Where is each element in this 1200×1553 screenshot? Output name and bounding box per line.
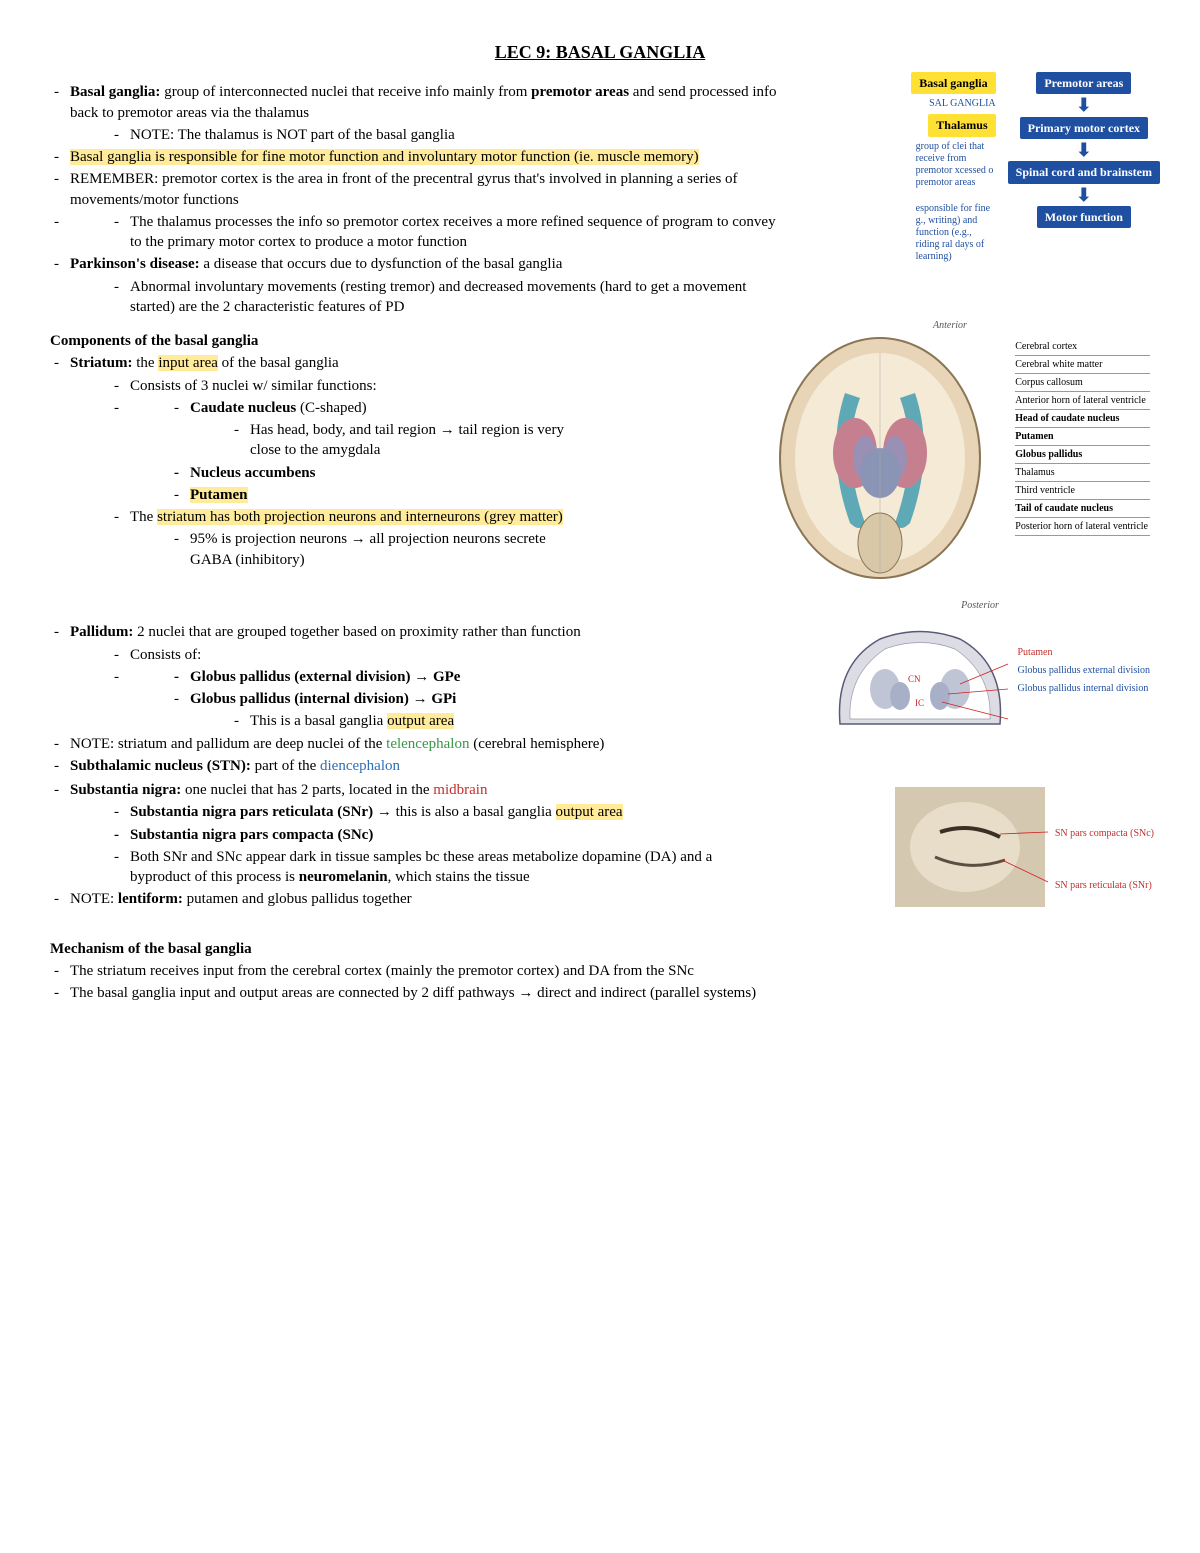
flow-box-pm: Premotor areas: [1036, 72, 1131, 94]
bullet: The thalamus processes the info so premo…: [110, 212, 790, 253]
arrow-down-icon: ⬇: [1076, 188, 1091, 202]
bullet: Consists of 3 nuclei w/ similar function…: [110, 376, 1150, 396]
bullet: REMEMBER: premotor cortex is the area in…: [50, 169, 790, 210]
bullet-wrap: The thalamus processes the info so premo…: [50, 212, 790, 253]
bullet: Substantia nigra pars compacta (SNc): [110, 825, 1150, 845]
flow-box-sc: Spinal cord and brainstem: [1008, 161, 1160, 183]
bullet: Pallidum: 2 nuclei that are grouped toge…: [50, 622, 1150, 731]
bullet-wrap: Caudate nucleus (C-shaped) Has head, bod…: [110, 398, 1150, 505]
bullet: Globus pallidus (internal division) → GP…: [170, 689, 1150, 732]
page-title: LEC 9: BASAL GANGLIA: [50, 40, 1150, 64]
bullet: Putamen: [170, 485, 1150, 505]
bullet: 95% is projection neurons → all projecti…: [170, 529, 590, 570]
side-text: SAL GANGLIA: [929, 98, 996, 110]
bullet: NOTE: lentiform: putamen and globus pall…: [50, 889, 1150, 909]
bullet: Has head, body, and tail region → tail r…: [230, 420, 590, 461]
bullet: Subthalamic nucleus (STN): part of the d…: [50, 756, 1150, 776]
bullet: Abnormal involuntary movements (resting …: [110, 277, 790, 318]
bullet: Parkinson's disease: a disease that occu…: [50, 254, 790, 317]
bullet: Consists of:: [110, 645, 1150, 665]
intro-section: Basal ganglia SAL GANGLIA Thalamus group…: [50, 82, 1150, 317]
arrow-down-icon: ⬇: [1076, 98, 1091, 112]
bullet: Basal ganglia is responsible for fine mo…: [50, 147, 790, 167]
bullet: Caudate nucleus (C-shaped) Has head, bod…: [170, 398, 1150, 461]
bullet-wrap: Globus pallidus (external division) → GP…: [110, 667, 1150, 732]
bullet: The striatum receives input from the cer…: [50, 961, 1150, 981]
bullet: Substantia nigra: one nuclei that has 2 …: [50, 780, 1150, 887]
posterior-label: Posterior: [810, 599, 1150, 613]
arrow-down-icon: ⬇: [1076, 143, 1091, 157]
bullet: This is a basal ganglia output area: [230, 711, 1150, 731]
bullet: NOTE: The thalamus is NOT part of the ba…: [110, 125, 790, 145]
flow-box-thal: Thalamus: [928, 114, 995, 136]
side-text: group of clei that receive from premotor…: [916, 141, 996, 189]
section-heading: Mechanism of the basal ganglia: [50, 939, 1150, 959]
bullet: Globus pallidus (external division) → GP…: [170, 667, 1150, 687]
side-text: esponsible for fine g., writing) and fun…: [916, 203, 996, 263]
anterior-label: Anterior: [750, 319, 1150, 333]
bullet: Striatum: the input area of the basal ga…: [50, 353, 1150, 570]
flow-box-pmc: Primary motor cortex: [1020, 117, 1148, 139]
bullet: NOTE: striatum and pallidum are deep nuc…: [50, 734, 690, 754]
bullet: The basal ganglia input and output areas…: [50, 983, 1150, 1003]
bullet: Both SNr and SNc appear dark in tissue s…: [110, 847, 770, 888]
bullet: Substantia nigra pars reticulata (SNr) →…: [110, 802, 1150, 822]
flow-box-mf: Motor function: [1037, 206, 1131, 228]
bullet: Nucleus accumbens: [170, 463, 1150, 483]
highlight-text: Basal ganglia is responsible for fine mo…: [70, 149, 699, 165]
bullet: The striatum has both projection neurons…: [110, 507, 1150, 570]
flow-box-bg: Basal ganglia: [911, 72, 995, 94]
flow-diagram: Basal ganglia SAL GANGLIA Thalamus group…: [911, 72, 1160, 262]
bullet: Basal ganglia: group of interconnected n…: [50, 82, 790, 145]
